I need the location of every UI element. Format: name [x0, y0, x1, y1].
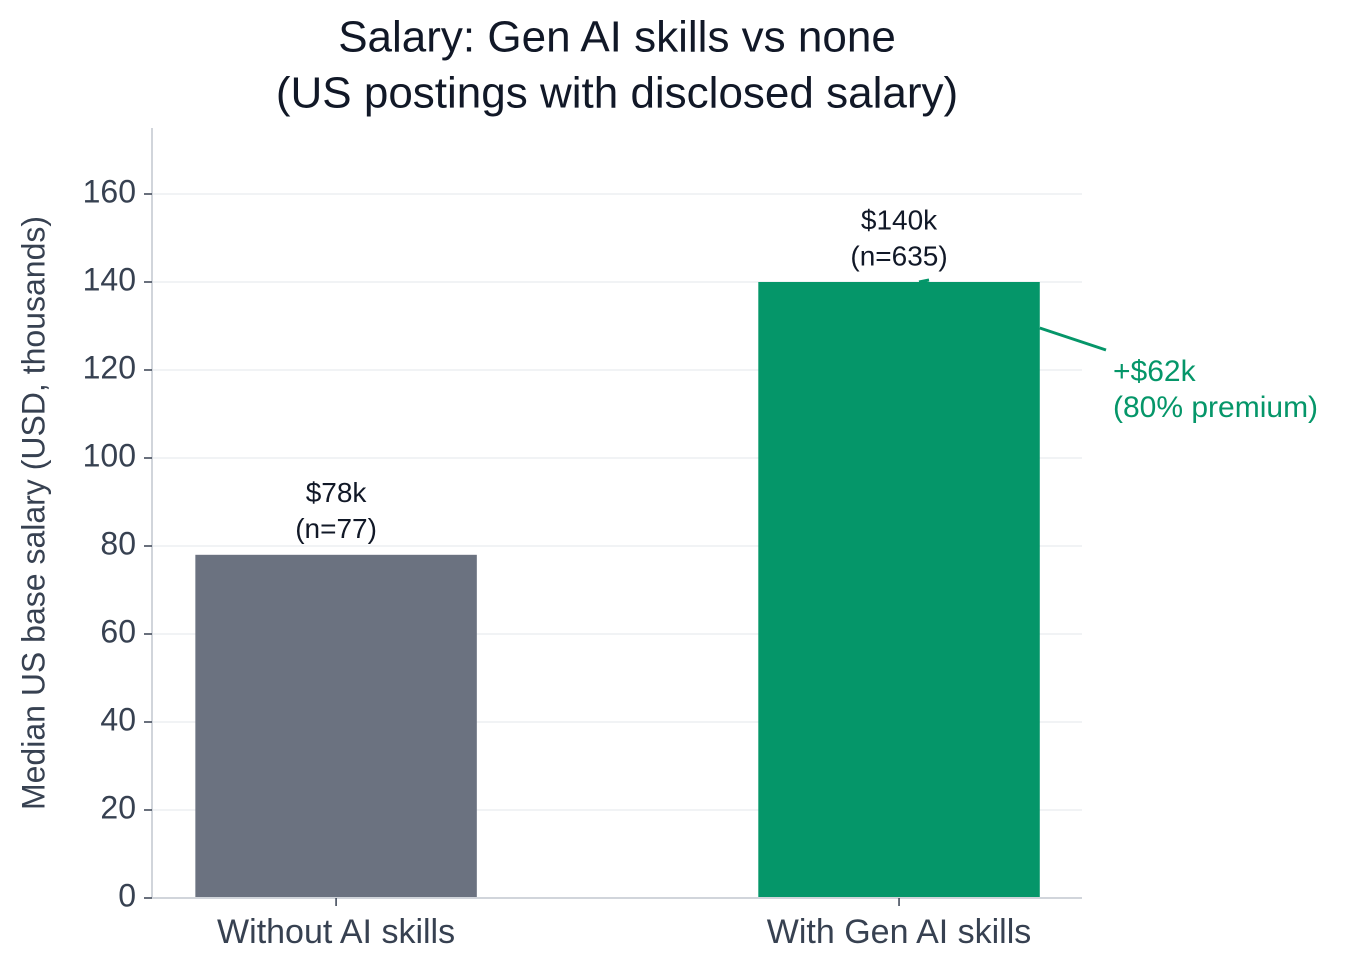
- bar: [195, 554, 477, 898]
- y-axis-label: Median US base salary (USD, thousands): [15, 216, 51, 810]
- y-tick-label: 100: [83, 437, 136, 473]
- bar: [758, 282, 1040, 898]
- value-label: $78k: [306, 477, 368, 508]
- chart-title: Salary: Gen AI skills vs none: [338, 13, 896, 62]
- y-tick-label: 20: [100, 789, 136, 825]
- count-label: (n=635): [850, 240, 947, 271]
- annotation-text: +$62k: [1113, 355, 1197, 388]
- value-label: $140k: [861, 204, 938, 235]
- chart-subtitle: (US postings with disclosed salary): [276, 69, 958, 118]
- annotation-arrow: [918, 278, 1107, 352]
- y-tick-label: 0: [118, 877, 136, 913]
- x-tick-label: With Gen AI skills: [767, 913, 1032, 951]
- count-label: (n=77): [295, 513, 377, 544]
- y-tick-label: 60: [100, 613, 136, 649]
- y-tick-label: 140: [83, 261, 136, 297]
- x-tick-label: Without AI skills: [217, 913, 455, 951]
- y-tick-label: 40: [100, 701, 136, 737]
- y-tick-label: 120: [83, 349, 136, 385]
- y-tick-label: 160: [83, 173, 136, 209]
- y-tick-label: 80: [100, 525, 136, 561]
- annotation-text: (80% premium): [1113, 391, 1318, 424]
